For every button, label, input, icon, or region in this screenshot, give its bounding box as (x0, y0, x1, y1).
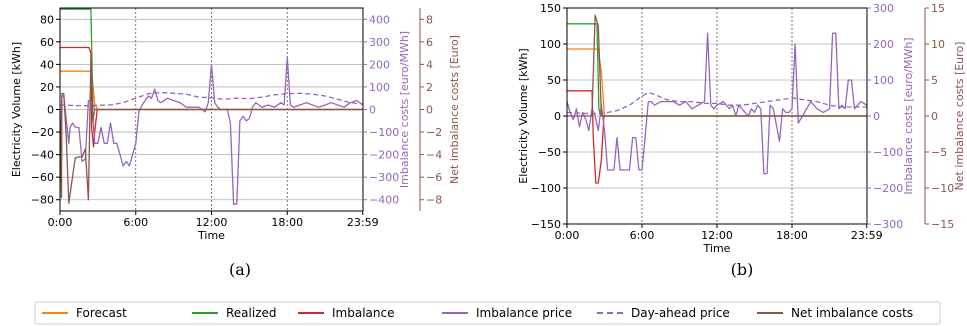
y-axis-label-left: Electricity Volume [kWh] (517, 48, 530, 183)
x-tick-label: 18:00 (776, 229, 808, 242)
legend-frame (34, 301, 941, 325)
x-tick-label: 18:00 (271, 216, 303, 229)
y-tick-label-right: 400 (369, 13, 390, 26)
panel-caption: (a) (229, 260, 251, 279)
y-tick-label-right: −300 (369, 171, 399, 184)
y-tick-label-left: −20 (31, 126, 54, 139)
y-tick-label-left: 0 (47, 104, 54, 117)
y-tick-label-right: 300 (873, 2, 894, 15)
y-tick-label-right: −100 (873, 146, 903, 159)
x-tick-label: 12:00 (701, 229, 733, 242)
y-tick-label-right: −400 (369, 194, 399, 207)
y-axis-label-right2: Net imbalance costs [Euro] (448, 35, 461, 184)
series-line-imbalance-price (60, 56, 363, 205)
series-line-net-imbalance-costs (60, 58, 363, 204)
x-tick-label: 0:00 (555, 229, 580, 242)
y-tick-label-right2: −10 (931, 182, 954, 195)
y-tick-label-right2: 5 (931, 74, 938, 87)
y-tick-label-left: −60 (31, 171, 54, 184)
y-tick-label-right2: 0 (931, 110, 938, 123)
y-tick-label-left: 40 (40, 58, 54, 71)
x-axis-label: Time (197, 229, 225, 242)
series-group (567, 14, 867, 184)
y-tick-label-right: 100 (873, 74, 894, 87)
y-tick-label-right2: −8 (426, 194, 442, 207)
y-tick-label-right2: 15 (931, 2, 945, 15)
y-tick-label-left: −40 (31, 149, 54, 162)
y-tick-label-left: 150 (540, 2, 561, 15)
y-tick-label-right2: −4 (426, 149, 442, 162)
y-tick-label-right: 100 (369, 81, 390, 94)
y-tick-label-right2: 8 (426, 13, 433, 26)
y-tick-label-left: 60 (40, 36, 54, 49)
y-tick-label-left: −50 (538, 146, 561, 159)
chart-panel-b: 0:00 6:00 12:00 18:00 23:59Time−150−100−5005… (517, 2, 966, 279)
x-tick-label: 23:59 (347, 216, 379, 229)
y-axis-label-left: Electricity Volume [kWh] (10, 42, 23, 177)
legend-label: Imbalance (332, 306, 394, 320)
series-line-imbalance-price (567, 32, 867, 175)
y-axis-label-right: Imbalance costs [euro/MWh] (902, 37, 915, 194)
y-tick-label-right2: 2 (426, 81, 433, 94)
legend-label: Realized (226, 306, 277, 320)
y-tick-label-right: −200 (873, 182, 903, 195)
chart-panel-a: 0:00 6:00 12:00 18:00 23:59Time−80−60−40−200… (10, 7, 461, 279)
x-tick-label: 23:59 (851, 229, 883, 242)
y-tick-label-right2: 0 (426, 104, 433, 117)
y-tick-label-left: 80 (40, 13, 54, 26)
x-tick-label: 6:00 (630, 229, 655, 242)
y-tick-label-right2: −15 (931, 218, 954, 231)
y-tick-label-left: −150 (531, 218, 561, 231)
y-axis-label-right2: Net imbalance costs [Euro] (953, 42, 966, 191)
y-tick-label-right: 300 (369, 36, 390, 49)
y-tick-label-right: 0 (873, 110, 880, 123)
series-line-day-ahead-price (567, 91, 867, 115)
series-line-day-ahead-price (60, 91, 363, 107)
legend-label: Net imbalance costs (791, 306, 913, 320)
x-axis-label: Time (703, 242, 731, 255)
y-tick-label-right2: 10 (931, 38, 945, 51)
y-tick-label-right2: −6 (426, 171, 442, 184)
legend-label: Imbalance price (476, 306, 572, 320)
y-tick-label-right2: −5 (931, 146, 947, 159)
y-axis-label-right: Imbalance costs [euro/MWh] (398, 31, 411, 188)
x-tick-label: 0:00 (48, 216, 73, 229)
panel-caption: (b) (731, 260, 754, 279)
y-tick-label-right: −200 (369, 149, 399, 162)
x-tick-label: 12:00 (196, 216, 228, 229)
y-tick-label-left: −80 (31, 194, 54, 207)
y-tick-label-right2: −2 (426, 126, 442, 139)
y-tick-label-left: 100 (540, 38, 561, 51)
legend: Forecast Realized Imbalance Imbalance price… (34, 301, 941, 325)
y-tick-label-right2: 4 (426, 58, 433, 71)
legend-label: Day-ahead price (631, 306, 730, 320)
x-tick-label: 6:00 (123, 216, 148, 229)
legend-label: Forecast (76, 306, 127, 320)
y-tick-label-right: 200 (873, 38, 894, 51)
y-tick-label-left: 20 (40, 81, 54, 94)
series-line-net-imbalance-costs (567, 14, 867, 117)
y-tick-label-right: 0 (369, 104, 376, 117)
y-tick-label-right: −100 (369, 126, 399, 139)
y-tick-label-left: −100 (531, 182, 561, 195)
y-tick-label-left: 50 (547, 74, 561, 87)
y-tick-label-left: 0 (554, 110, 561, 123)
y-tick-label-right: 200 (369, 58, 390, 71)
y-tick-label-right2: 6 (426, 36, 433, 49)
y-tick-label-right: −300 (873, 218, 903, 231)
series-group (60, 8, 363, 205)
